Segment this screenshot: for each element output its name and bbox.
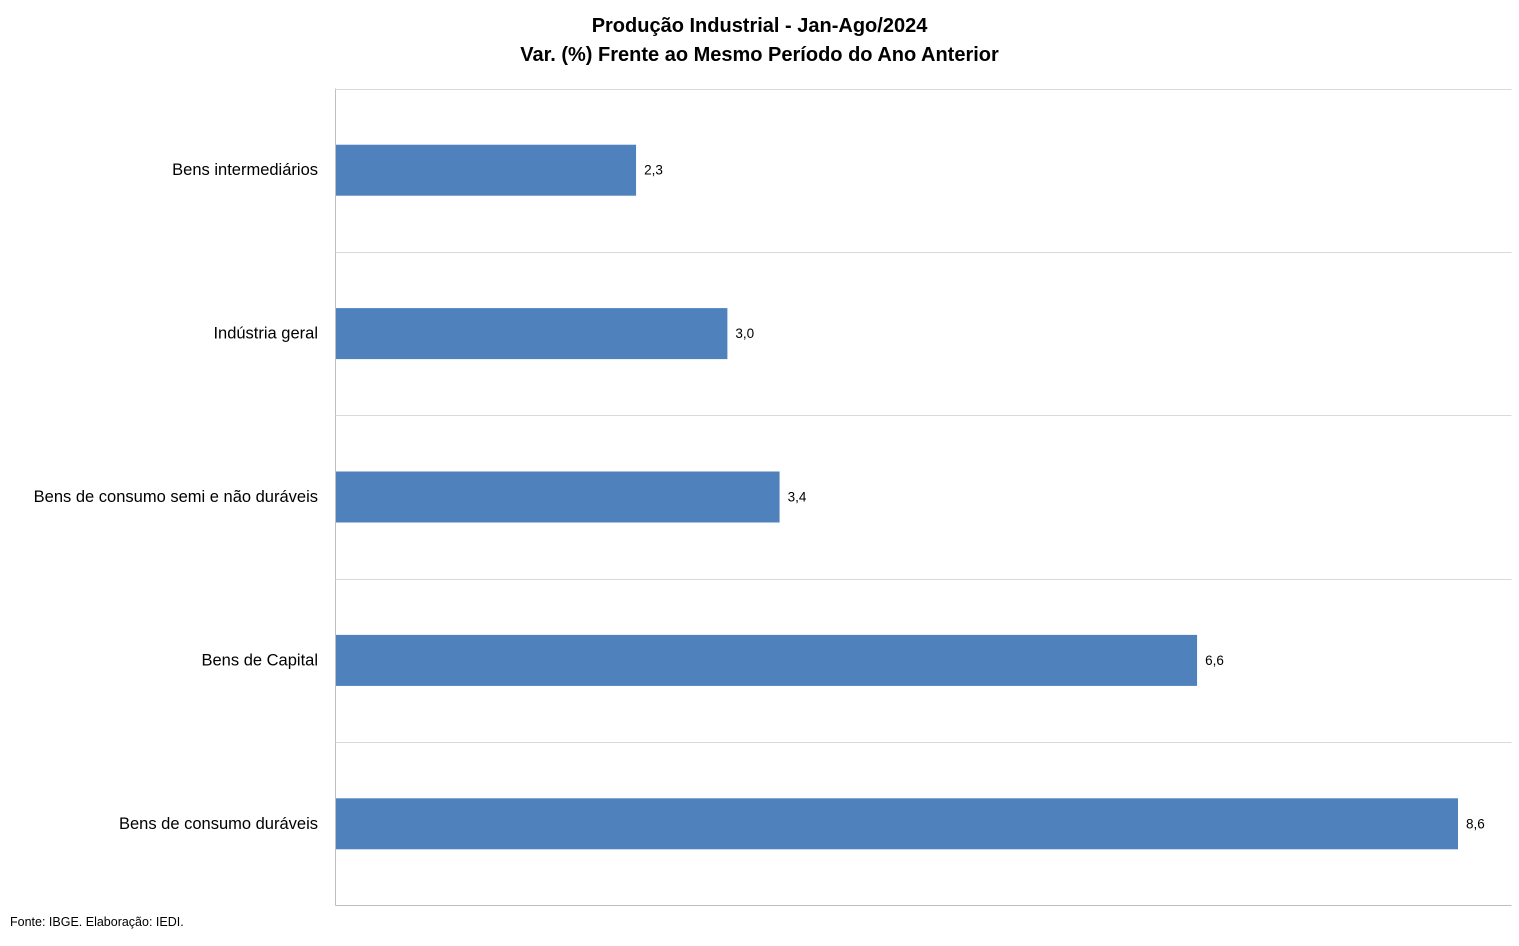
bar	[336, 634, 1198, 686]
data-label: 3,0	[735, 326, 754, 341]
category-label: Bens intermediários	[172, 161, 318, 179]
data-label: 6,6	[1205, 653, 1224, 668]
chart-title-block: Produção Industrial - Jan-Ago/2024 Var. …	[0, 12, 1519, 70]
chart-title: Produção Industrial - Jan-Ago/2024	[591, 15, 928, 37]
chart-subtitle: Var. (%) Frente ao Mesmo Período do Ano …	[520, 44, 999, 66]
source-note: Fonte: IBGE. Elaboração: IEDI.	[10, 915, 184, 929]
bar	[336, 798, 1458, 850]
category-label: Indústria geral	[213, 325, 318, 343]
category-label: Bens de consumo duráveis	[119, 815, 318, 833]
data-label: 3,4	[788, 490, 807, 505]
category-label: Bens de Capital	[202, 651, 319, 669]
bar	[336, 308, 728, 360]
data-label: 8,6	[1466, 816, 1485, 831]
category-label: Bens de consumo semi e não duráveis	[34, 488, 318, 506]
bar	[336, 144, 637, 196]
data-label: 2,3	[644, 163, 663, 178]
bar	[336, 471, 780, 523]
